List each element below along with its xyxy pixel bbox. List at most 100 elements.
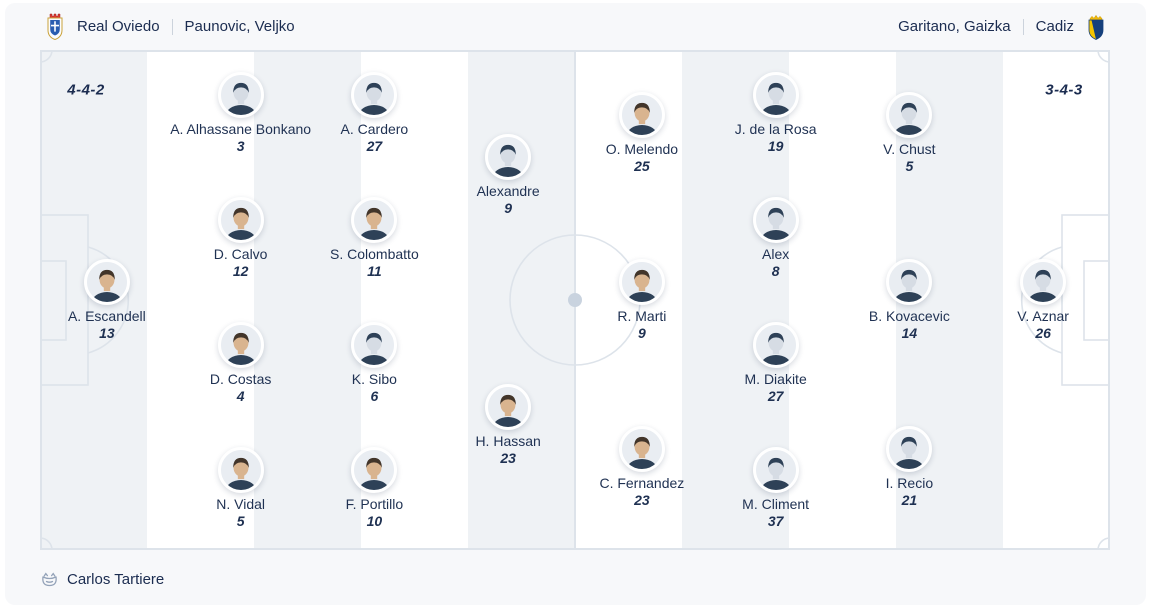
player-name: M. Diakite bbox=[744, 370, 807, 387]
player-avatar[interactable] bbox=[351, 446, 398, 493]
player-avatar[interactable] bbox=[217, 71, 264, 118]
player-name: J. de la Rosa bbox=[734, 120, 817, 137]
player-name: I. Recio bbox=[885, 474, 934, 491]
player[interactable]: V. Chust 5 bbox=[883, 92, 936, 175]
player[interactable]: D. Costas 4 bbox=[209, 321, 272, 404]
player-number: 19 bbox=[767, 137, 784, 154]
player-name: A. Alhassane Bonkano bbox=[170, 120, 312, 137]
player-number: 14 bbox=[901, 324, 918, 341]
player-avatar[interactable] bbox=[886, 425, 933, 472]
away-team-header: Garitano, Gaizka Cadiz bbox=[898, 13, 1106, 40]
player-avatar[interactable] bbox=[1020, 259, 1067, 305]
venue-name: Carlos Tartiere bbox=[67, 570, 165, 588]
player[interactable]: N. Vidal 5 bbox=[216, 446, 266, 529]
player-name: K. Sibo bbox=[351, 370, 397, 387]
player-avatar[interactable] bbox=[886, 92, 933, 139]
player-avatar[interactable] bbox=[752, 446, 799, 493]
player-avatar[interactable] bbox=[217, 196, 264, 243]
player-name: V. Chust bbox=[883, 141, 936, 158]
player-number: 27 bbox=[366, 137, 383, 154]
player[interactable]: J. de la Rosa 19 bbox=[734, 71, 817, 154]
pitch-markings bbox=[40, 50, 1110, 550]
player[interactable]: F. Portillo 10 bbox=[345, 446, 404, 529]
player-number: 37 bbox=[767, 512, 784, 529]
player-number: 12 bbox=[232, 262, 249, 279]
away-team-name[interactable]: Cadiz bbox=[1035, 18, 1074, 35]
player-avatar[interactable] bbox=[217, 446, 264, 493]
player[interactable]: Alexandre 9 bbox=[477, 134, 540, 216]
player[interactable]: V. Aznar 26 bbox=[1017, 259, 1069, 341]
player-name: F. Portillo bbox=[345, 495, 404, 512]
away-coach-name[interactable]: Garitano, Gaizka bbox=[898, 18, 1011, 35]
player-avatar[interactable] bbox=[351, 321, 398, 368]
player[interactable]: Alex 8 bbox=[752, 196, 799, 279]
player-avatar[interactable] bbox=[217, 321, 264, 368]
player-number: 5 bbox=[236, 512, 245, 529]
away-column-3: V. Chust 5 B. Kovacevic 14 I. Recio 21 bbox=[842, 50, 976, 550]
player-name: A. Escandell bbox=[67, 308, 146, 324]
home-formation-label: 4-4-2 bbox=[67, 81, 105, 99]
lineups-header: Real Oviedo Paunovic, Veljko Garitano, G… bbox=[5, 3, 1146, 50]
away-formation-label: 3-4-3 bbox=[1045, 81, 1083, 99]
player-avatar[interactable] bbox=[351, 196, 398, 243]
player[interactable]: I. Recio 21 bbox=[885, 425, 934, 508]
cadiz-crest-icon[interactable] bbox=[1086, 13, 1106, 40]
player-name: H. Hassan bbox=[475, 433, 541, 449]
home-column-2: A. Alhassane Bonkano 3 D. Calvo 12 D. Costas… bbox=[170, 50, 311, 550]
home-coach-name[interactable]: Paunovic, Veljko bbox=[184, 18, 295, 35]
player-number: 5 bbox=[905, 158, 914, 175]
player[interactable]: H. Hassan 23 bbox=[475, 384, 541, 466]
player[interactable]: D. Calvo 12 bbox=[214, 196, 267, 279]
player-number: 25 bbox=[634, 158, 650, 175]
player[interactable]: O. Melendo 25 bbox=[606, 92, 678, 174]
player-name: N. Vidal bbox=[216, 495, 266, 512]
player-name: B. Kovacevic bbox=[868, 307, 950, 324]
player-number: 11 bbox=[367, 262, 382, 279]
player-name: R. Marti bbox=[617, 307, 667, 324]
player[interactable]: C. Fernandez 23 bbox=[599, 425, 685, 508]
player-name: C. Fernandez bbox=[599, 474, 685, 491]
player[interactable]: M. Climent 37 bbox=[742, 446, 809, 529]
player-avatar[interactable] bbox=[618, 258, 665, 305]
away-column-2: J. de la Rosa 19 Alex 8 M. Diakite 27 M. Clime… bbox=[709, 50, 843, 550]
real-oviedo-crest-icon[interactable] bbox=[45, 13, 65, 40]
player-avatar[interactable] bbox=[351, 71, 398, 118]
player-number: 23 bbox=[500, 450, 516, 466]
home-team-name[interactable]: Real Oviedo bbox=[77, 18, 160, 35]
player-number: 27 bbox=[767, 387, 784, 404]
player-name: V. Aznar bbox=[1017, 308, 1069, 324]
player-avatar[interactable] bbox=[752, 71, 799, 118]
player-name: S. Colombatto bbox=[330, 245, 419, 262]
player-name: D. Costas bbox=[209, 370, 272, 387]
football-pitch: 4-4-2 3-4-3 A. Escandell 13 A. Alhassane B… bbox=[40, 50, 1110, 550]
stadium-icon bbox=[42, 571, 57, 586]
player-avatar[interactable] bbox=[485, 384, 532, 430]
player[interactable]: K. Sibo 6 bbox=[351, 321, 398, 404]
player-number: 10 bbox=[366, 512, 383, 529]
player-avatar[interactable] bbox=[485, 134, 532, 180]
player-avatar[interactable] bbox=[752, 321, 799, 368]
player[interactable]: B. Kovacevic 14 bbox=[868, 258, 950, 341]
player[interactable]: A. Cardero 27 bbox=[341, 71, 408, 154]
header-divider bbox=[171, 18, 173, 35]
player[interactable]: A. Alhassane Bonkano 3 bbox=[170, 71, 312, 154]
away-column-4: V. Aznar 26 bbox=[976, 50, 1110, 550]
player-avatar[interactable] bbox=[83, 259, 130, 305]
player-number: 23 bbox=[634, 491, 650, 508]
player-number: 9 bbox=[504, 200, 513, 216]
player-avatar[interactable] bbox=[752, 196, 799, 243]
player-avatar[interactable] bbox=[618, 92, 665, 139]
player-name: O. Melendo bbox=[605, 141, 679, 158]
player-number: 9 bbox=[637, 324, 646, 341]
player[interactable]: A. Escandell 13 bbox=[68, 259, 146, 341]
header-divider bbox=[1022, 18, 1024, 35]
player[interactable]: M. Diakite 27 bbox=[744, 321, 807, 404]
player-avatar[interactable] bbox=[618, 425, 665, 472]
away-column-1: O. Melendo 25 R. Marti 9 C. Fernandez 23 bbox=[575, 50, 709, 550]
player[interactable]: S. Colombatto 11 bbox=[330, 196, 419, 279]
home-column-4: Alexandre 9 H. Hassan 23 bbox=[441, 50, 575, 550]
player[interactable]: R. Marti 9 bbox=[617, 258, 667, 341]
home-team-header: Real Oviedo Paunovic, Veljko bbox=[45, 13, 295, 40]
player-avatar[interactable] bbox=[886, 258, 933, 305]
player-number: 3 bbox=[236, 137, 245, 154]
